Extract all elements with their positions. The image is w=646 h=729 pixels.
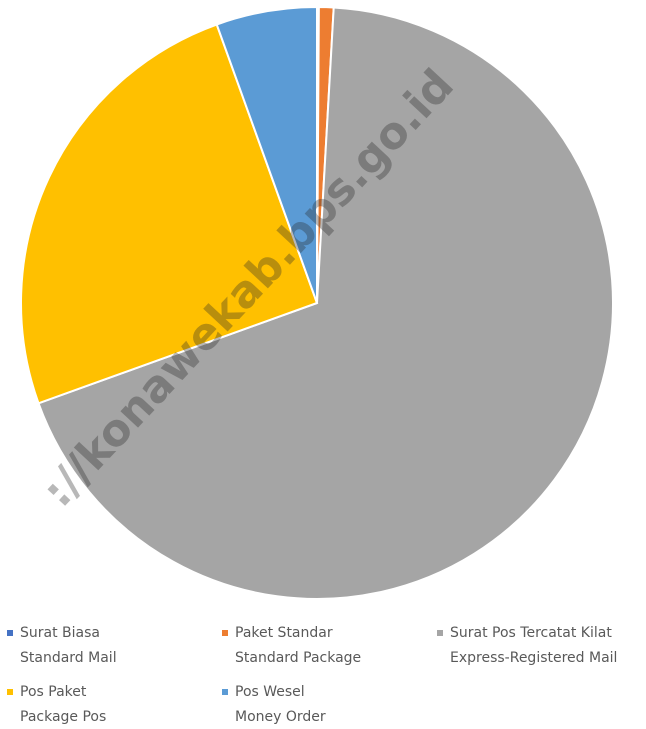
legend-label: Pos Paket — [20, 684, 87, 700]
legend-label: Surat Biasa — [20, 625, 100, 641]
legend-label: Standard Mail — [20, 650, 117, 666]
legend-swatch — [222, 689, 228, 695]
legend-label: Paket Standar — [235, 625, 333, 641]
pie-slice — [215, 5, 318, 304]
pie-slice — [37, 6, 614, 600]
legend-label: Surat Pos Tercatat Kilat — [450, 625, 612, 641]
legend-swatch — [222, 630, 228, 636]
legend-swatch — [7, 689, 13, 695]
legend-label: Money Order — [235, 709, 326, 725]
pie-slice — [20, 23, 319, 405]
legend-label: Package Pos — [20, 709, 106, 725]
legend-label: Express-Registered Mail — [450, 650, 617, 666]
legend: Surat Biasa Standard Mail Paket Standar Sta… — [7, 625, 617, 725]
legend-swatch — [437, 630, 443, 636]
legend-label: Pos Wesel — [235, 684, 305, 700]
legend-label: Standard Package — [235, 650, 361, 666]
legend-swatch — [7, 630, 13, 636]
pie — [20, 5, 614, 600]
